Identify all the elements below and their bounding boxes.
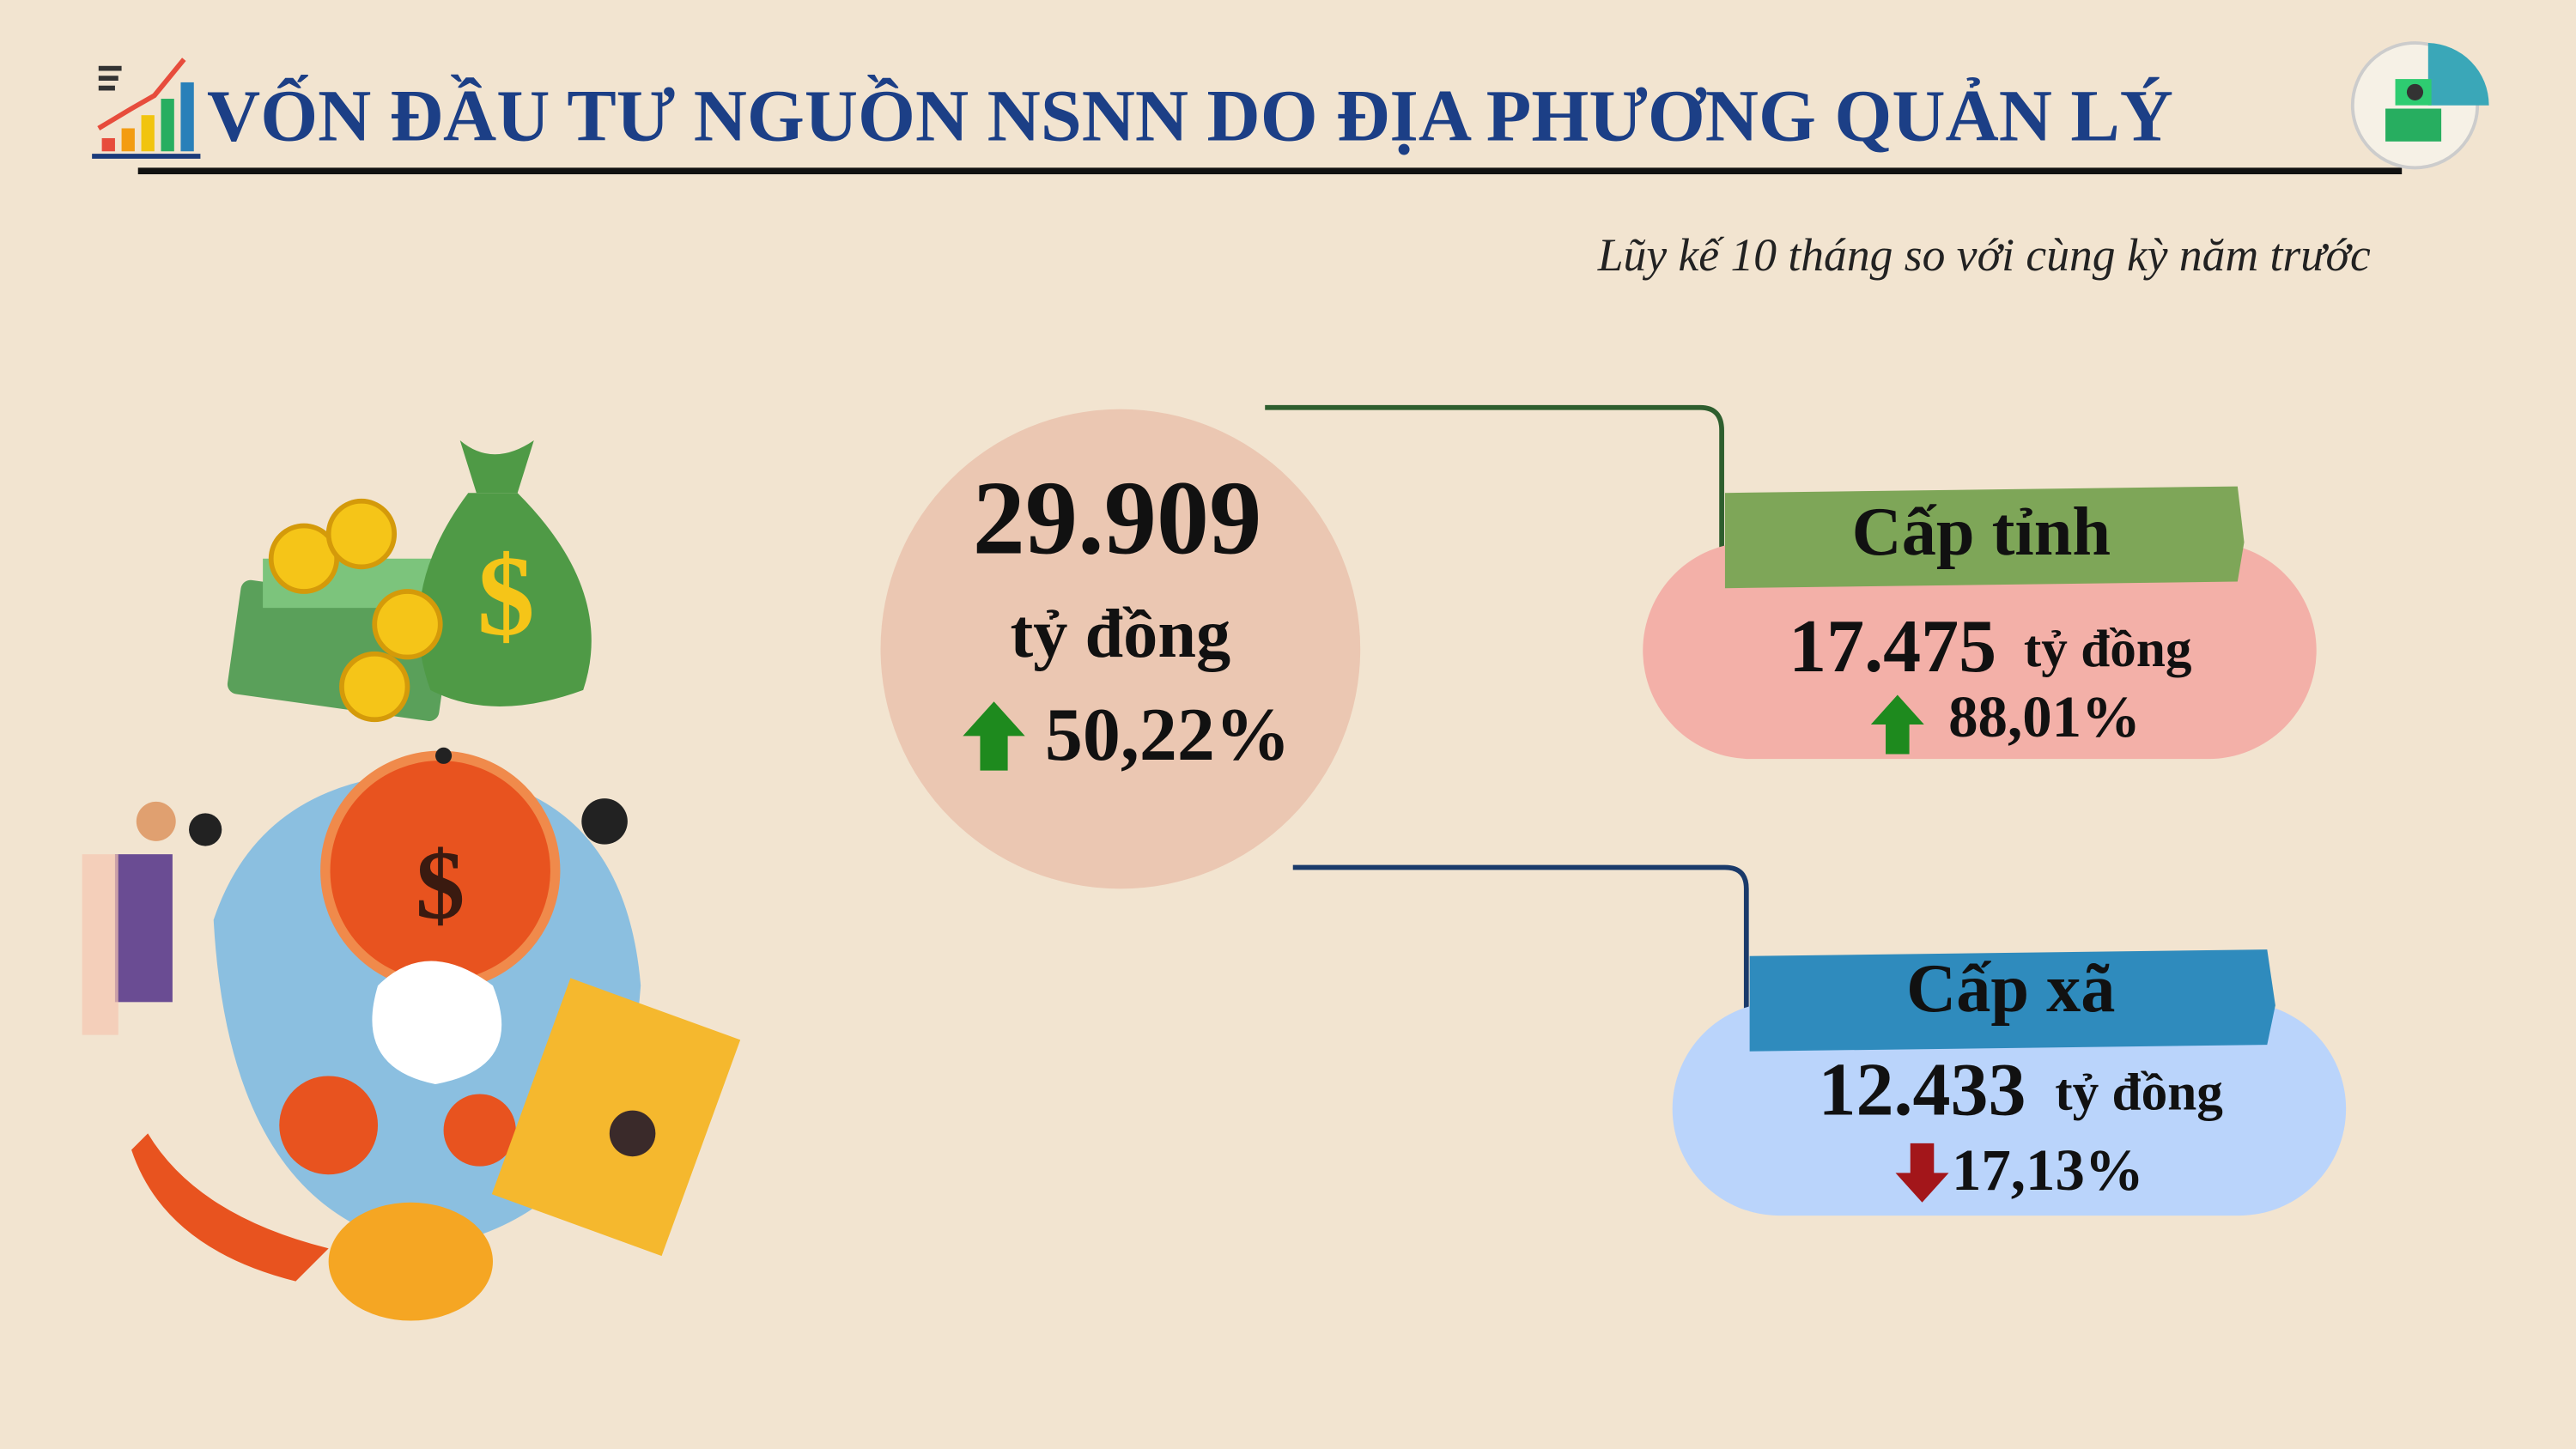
svg-text:$: $ xyxy=(477,532,535,659)
item-label: Cấp tỉnh xyxy=(1852,494,2111,570)
item-unit: tỷ đồng xyxy=(2024,620,2192,678)
total-value: 29.909 xyxy=(973,460,1262,576)
total-change: 50,22% xyxy=(1045,694,1291,777)
subtitle: Lũy kế 10 tháng so với cùng kỳ năm trước xyxy=(1597,229,2371,281)
item-label: Cấp xã xyxy=(1906,950,2115,1027)
item-label-box xyxy=(1724,486,2245,589)
money-illustration: $ xyxy=(227,440,592,723)
item-change: 88,01% xyxy=(1948,684,2141,749)
item-pill xyxy=(1672,1002,2347,1216)
svg-text:$: $ xyxy=(416,830,465,939)
item-value: 17.475 xyxy=(1789,605,1996,688)
item-pill xyxy=(1643,542,2317,760)
item-value: 12.433 xyxy=(1819,1049,2026,1132)
arrow-shape xyxy=(1870,694,1924,755)
item-unit: tỷ đồng xyxy=(2055,1063,2223,1121)
finance-illustration: $ xyxy=(82,747,741,1321)
chart-icon xyxy=(92,58,201,159)
item-change: 17,13% xyxy=(1952,1137,2144,1203)
title: VỐN ĐẦU TƯ NGUỒN NSNN DO ĐỊA PHƯƠNG QUẢN… xyxy=(207,73,2173,156)
corner-icon xyxy=(2350,41,2489,170)
item-arrow xyxy=(1870,694,1924,755)
total-unit: tỷ đồng xyxy=(1010,596,1230,672)
item-label-box xyxy=(1749,949,2275,1052)
